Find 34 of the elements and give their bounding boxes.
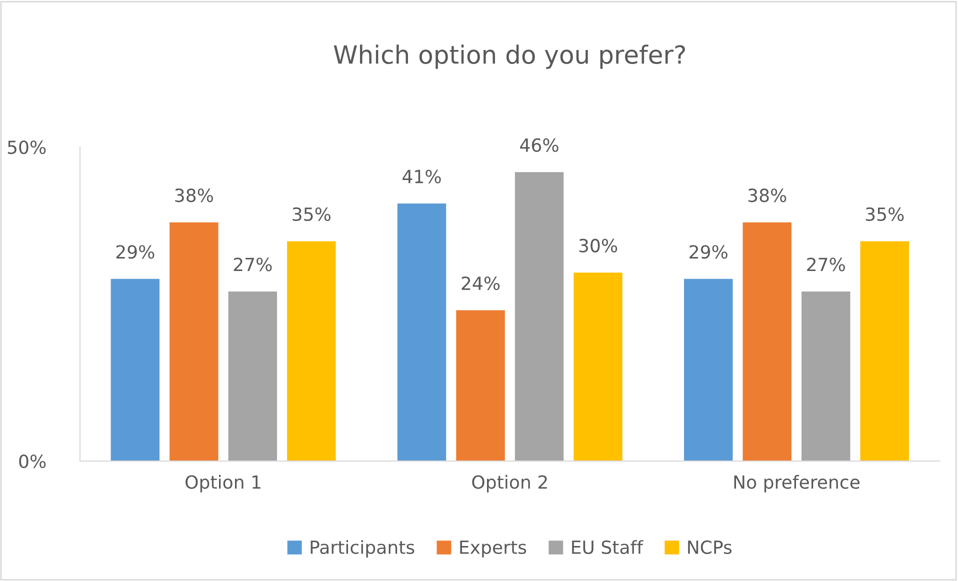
legend-label: Experts [460, 540, 526, 558]
data-label: 38% [175, 188, 213, 202]
data-label: 24% [462, 276, 500, 290]
data-label: 27% [807, 258, 845, 272]
bar [802, 291, 850, 462]
x-tick-label: No preference [734, 474, 860, 492]
bar [287, 241, 336, 462]
y-tick-label: 0% [19, 454, 46, 468]
legend-label: EU Staff [572, 540, 644, 554]
bar [170, 222, 218, 462]
bar [228, 291, 278, 462]
legend-label: Participants [310, 540, 414, 558]
chart-title: Which option do you prefer? [334, 44, 686, 69]
bar [742, 222, 792, 462]
bar [456, 310, 505, 462]
data-label: 29% [690, 245, 728, 259]
bar [860, 241, 909, 462]
data-label: 35% [866, 207, 904, 222]
data-label: 46% [520, 138, 558, 152]
y-tick-label: 50% [8, 140, 46, 154]
data-label: 41% [402, 170, 441, 184]
bar [110, 278, 160, 462]
x-tick-label: Option 1 [186, 474, 260, 492]
data-label: 38% [748, 188, 786, 202]
bar [514, 172, 564, 462]
legend-label: NCPs [688, 540, 732, 554]
data-label: 27% [234, 258, 272, 272]
bar [684, 278, 733, 462]
x-tick-label: Option 2 [472, 474, 547, 492]
data-label: 29% [116, 245, 154, 259]
data-label: 35% [292, 207, 330, 222]
bar [574, 272, 622, 462]
bar [397, 204, 446, 462]
data-label: 30% [579, 238, 618, 252]
